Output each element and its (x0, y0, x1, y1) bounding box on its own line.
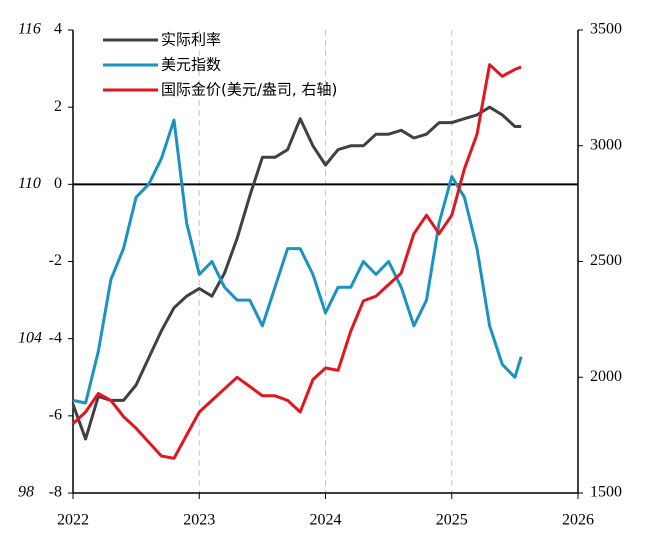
y3-tick-label: 98 (18, 484, 34, 501)
y2-tick-label: 2500 (590, 252, 622, 269)
legend-label: 美元指数 (161, 56, 221, 74)
y3-tick-label: 116 (18, 21, 41, 38)
x-tick-label: 2026 (562, 512, 594, 529)
y2-tick-label: 3000 (590, 136, 622, 153)
x-tick-label: 2022 (57, 512, 89, 529)
x-tick-label: 2023 (183, 512, 215, 529)
y-tick-label: 2 (54, 98, 62, 115)
x-tick-label: 2025 (436, 512, 468, 529)
y-tick-label: -6 (49, 407, 62, 424)
y-tick-label: -2 (49, 252, 62, 269)
legend-label: 国际金价(美元/盎司, 右轴) (161, 81, 337, 99)
legend-label: 实际利率 (161, 31, 221, 49)
y-tick-label: 0 (54, 175, 62, 192)
y3-tick-label: 104 (18, 329, 42, 346)
y2-tick-label: 2000 (590, 368, 622, 385)
y-tick-label: -4 (49, 329, 62, 346)
y-tick-label: -8 (49, 484, 62, 501)
series-line (72, 118, 523, 405)
x-tick-label: 2024 (310, 512, 342, 529)
series-line (71, 63, 522, 460)
y3-tick-label: 110 (18, 175, 41, 192)
y-tick-label: 4 (54, 21, 62, 38)
series-line (71, 105, 522, 441)
y2-tick-label: 1500 (590, 484, 622, 501)
y2-tick-label: 3500 (590, 21, 622, 38)
